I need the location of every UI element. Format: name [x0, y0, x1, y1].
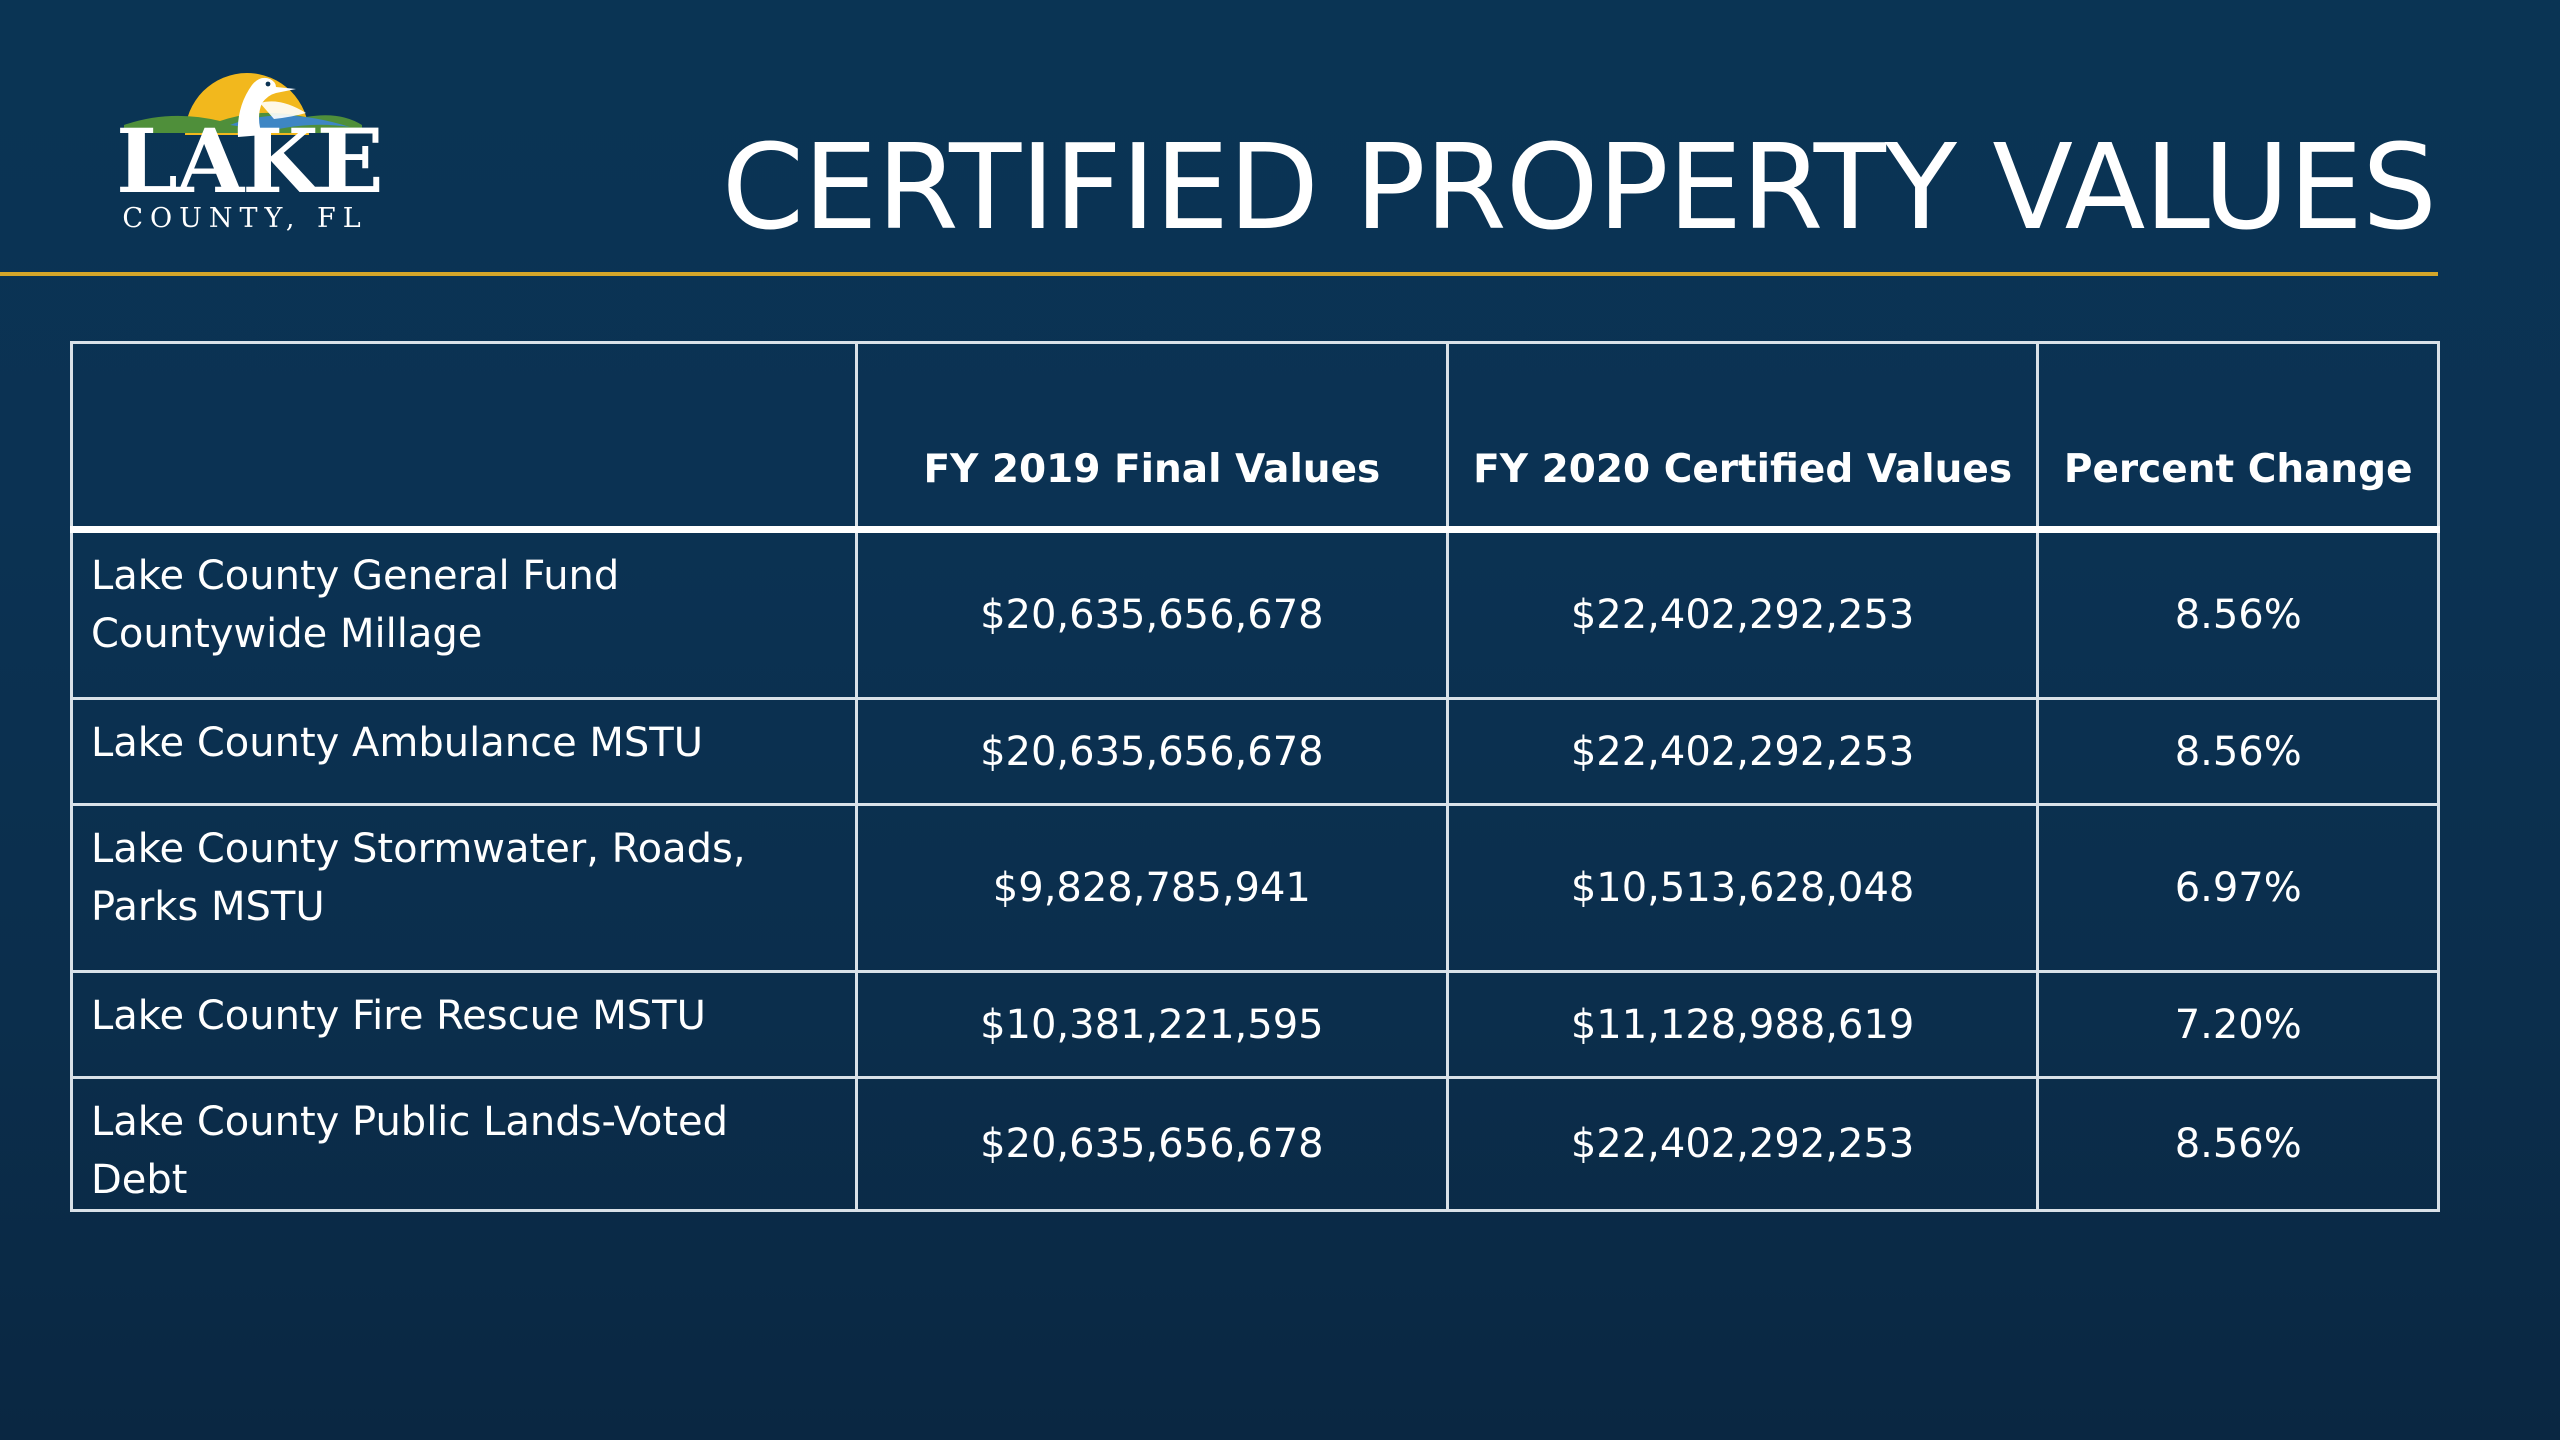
lake-county-logo: LAKE COUNTY, FL — [110, 55, 384, 245]
row-label: Lake County Fire Rescue MSTU — [70, 970, 858, 1079]
cell-percent-change: 6.97% — [2036, 803, 2440, 973]
header-fy2019: FY 2019 Final Values — [854, 341, 1449, 533]
cell-percent-change: 7.20% — [2036, 970, 2440, 1079]
cell-fy2019: $20,635,656,678 — [854, 697, 1449, 806]
logo-subtitle: COUNTY, FL — [122, 203, 368, 234]
header-label — [70, 341, 858, 533]
cell-fy2020: $11,128,988,619 — [1445, 970, 2040, 1079]
table-row: Lake County Public Lands-Voted Debt $20,… — [70, 1076, 2440, 1212]
cell-fy2019: $10,381,221,595 — [854, 970, 1449, 1079]
table-row: Lake County General Fund Countywide Mill… — [70, 528, 2440, 700]
cell-fy2019: $9,828,785,941 — [854, 803, 1449, 973]
cell-percent-change: 8.56% — [2036, 1076, 2440, 1212]
title-divider — [0, 272, 2438, 276]
cell-fy2019: $20,635,656,678 — [854, 1076, 1449, 1212]
row-label: Lake County Public Lands-Voted Debt — [70, 1076, 858, 1212]
logo-wordmark: LAKE — [116, 109, 384, 213]
header-percent-change: Percent Change — [2036, 341, 2440, 533]
property-values-table: FY 2019 Final Values FY 2020 Certified V… — [70, 341, 2440, 1212]
header-fy2020: FY 2020 Certified Values — [1445, 341, 2040, 533]
table-row: Lake County Ambulance MSTU $20,635,656,6… — [70, 697, 2440, 806]
cell-fy2020: $22,402,292,253 — [1445, 1076, 2040, 1212]
cell-fy2020: $22,402,292,253 — [1445, 528, 2040, 700]
row-label: Lake County Ambulance MSTU — [70, 697, 858, 806]
logo-emblem-icon — [124, 73, 362, 137]
table-row: Lake County Stormwater, Roads, Parks MST… — [70, 803, 2440, 973]
row-label: Lake County Stormwater, Roads, Parks MST… — [70, 803, 858, 973]
row-label: Lake County General Fund Countywide Mill… — [70, 528, 858, 700]
page-title: CERTIFIED PROPERTY VALUES — [721, 118, 2437, 256]
cell-fy2019: $20,635,656,678 — [854, 528, 1449, 700]
cell-fy2020: $22,402,292,253 — [1445, 697, 2040, 806]
cell-percent-change: 8.56% — [2036, 697, 2440, 806]
table-header-row: FY 2019 Final Values FY 2020 Certified V… — [70, 341, 2440, 533]
cell-fy2020: $10,513,628,048 — [1445, 803, 2040, 973]
table-row: Lake County Fire Rescue MSTU $10,381,221… — [70, 970, 2440, 1079]
cell-percent-change: 8.56% — [2036, 528, 2440, 700]
